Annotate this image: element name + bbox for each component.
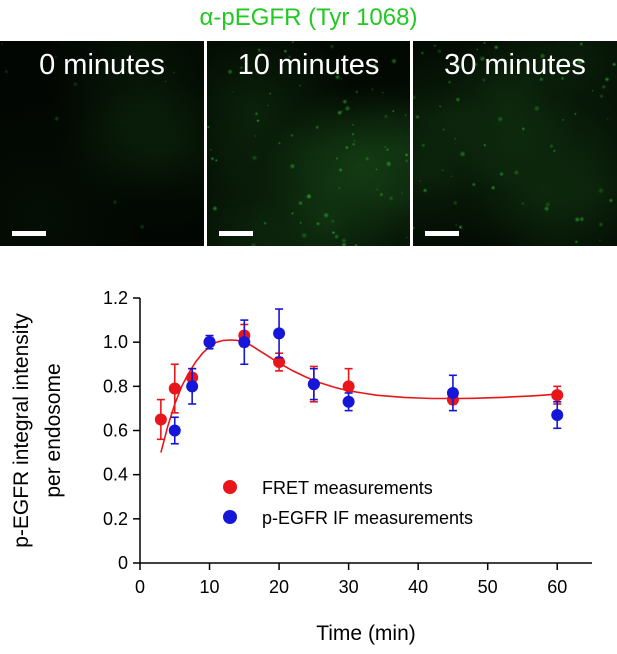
- series-if: [168, 308, 564, 445]
- x-tick-label: 40: [408, 577, 428, 597]
- x-tick-label: 0: [135, 577, 145, 597]
- data-point: [273, 356, 286, 369]
- legend-label: FRET measurements: [262, 478, 433, 498]
- y-tick-label: 0.6: [103, 421, 128, 441]
- y-axis-label-line-1: p-EGFR integral intensity: [10, 313, 33, 548]
- data-point: [238, 336, 251, 349]
- scale-bar: [425, 231, 459, 236]
- time-course-chart: 0 10 20 30 40 50 60 0 0.2 0.4 0.6 0.8 1.0 1.2 Time (…: [0, 255, 617, 649]
- x-tick-label: 30: [339, 577, 359, 597]
- data-point: [551, 389, 564, 402]
- y-tick-label: 0: [118, 553, 128, 573]
- data-markers: [154, 308, 564, 445]
- panel-0-minutes: 0 minutes: [0, 41, 204, 246]
- x-tick-label: 10: [200, 577, 220, 597]
- microscopy-panels: 0 minutes 10 minutes 30 minutes: [0, 41, 617, 246]
- legend-marker: [223, 510, 237, 524]
- legend-marker: [223, 480, 237, 494]
- data-point: [154, 413, 167, 426]
- y-axis-label: p-EGFR integral intensity per endosome: [10, 313, 65, 548]
- y-tick-label: 0.8: [103, 376, 128, 396]
- legend: FRET measurements p-EGFR IF measurements: [223, 478, 473, 528]
- data-point: [446, 386, 459, 399]
- y-tick-label: 1.0: [103, 332, 128, 352]
- x-tick-label: 60: [547, 577, 567, 597]
- panel-image: [207, 41, 410, 246]
- figure-title: α-pEGFR (Tyr 1068): [199, 4, 418, 31]
- panel-label: 0 minutes: [39, 49, 165, 81]
- x-tick-label: 50: [478, 577, 498, 597]
- y-tick-label: 0.2: [103, 509, 128, 529]
- legend-label: p-EGFR IF measurements: [262, 508, 473, 528]
- data-point: [203, 336, 216, 349]
- y-ticks: 0 0.2 0.4 0.6 0.8 1.0 1.2: [103, 288, 140, 573]
- data-point: [168, 382, 181, 395]
- panel-label: 30 minutes: [444, 49, 586, 81]
- data-point: [342, 395, 355, 408]
- x-tick-label: 20: [269, 577, 289, 597]
- data-point: [273, 327, 286, 340]
- panel-label: 10 minutes: [237, 49, 380, 81]
- y-tick-label: 0.4: [103, 465, 128, 485]
- data-point: [342, 380, 355, 393]
- data-point: [168, 424, 181, 437]
- y-tick-label: 1.2: [103, 288, 128, 308]
- data-point: [186, 380, 199, 393]
- data-point: [551, 409, 564, 422]
- y-axis-label-line-2: per endosome: [42, 363, 65, 497]
- data-point: [307, 378, 320, 391]
- chart-svg: 0 10 20 30 40 50 60 0 0.2 0.4 0.6 0.8 1.0 1.2 Time (…: [10, 288, 592, 645]
- panel-10-minutes: 10 minutes: [207, 41, 410, 246]
- x-axis-label: Time (min): [316, 622, 416, 645]
- panel-image: [0, 41, 204, 246]
- x-ticks: 0 10 20 30 40 50 60: [135, 563, 567, 597]
- panel-30-minutes: 30 minutes: [413, 41, 617, 246]
- scale-bar: [12, 231, 46, 236]
- scale-bar: [219, 231, 253, 236]
- panel-image: [413, 41, 617, 246]
- fit-curve: [160, 339, 558, 453]
